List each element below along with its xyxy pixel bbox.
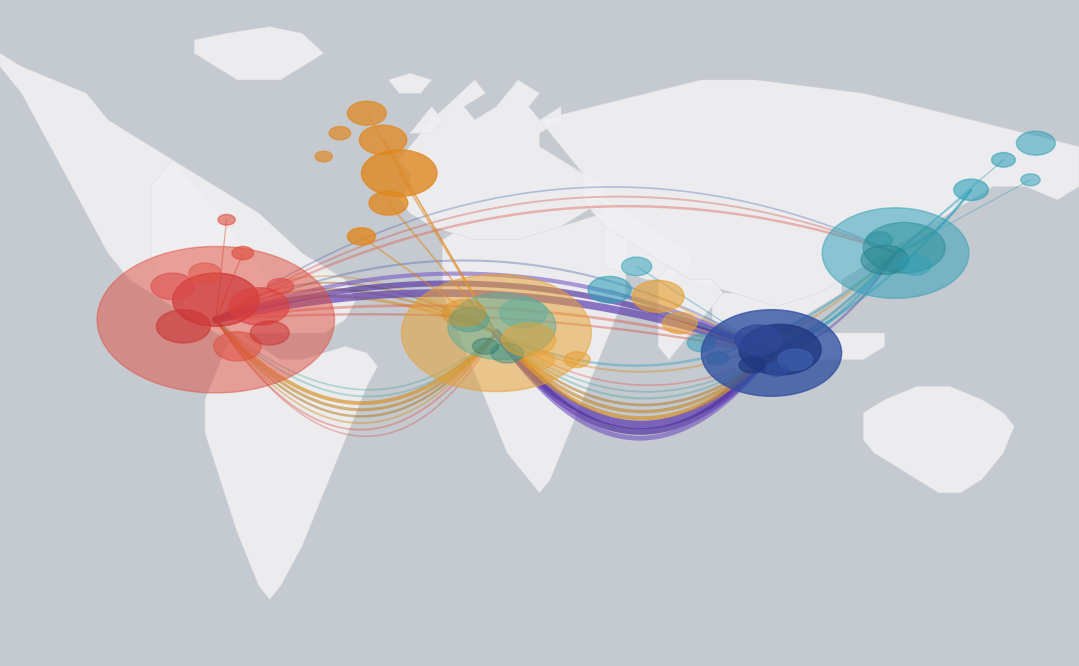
Circle shape [151, 273, 194, 300]
Polygon shape [151, 160, 356, 333]
Circle shape [735, 325, 782, 354]
Circle shape [866, 232, 892, 248]
Circle shape [632, 280, 684, 312]
Circle shape [268, 278, 293, 294]
Polygon shape [410, 107, 442, 133]
Polygon shape [604, 200, 691, 280]
Circle shape [218, 214, 235, 225]
Polygon shape [399, 80, 604, 240]
Circle shape [564, 352, 590, 368]
Circle shape [229, 288, 289, 325]
Circle shape [173, 273, 259, 326]
Circle shape [189, 263, 221, 283]
Circle shape [359, 125, 407, 155]
Circle shape [899, 255, 931, 275]
Polygon shape [205, 333, 378, 599]
Circle shape [1021, 174, 1040, 186]
Polygon shape [540, 80, 1079, 306]
Circle shape [232, 246, 254, 260]
Circle shape [707, 352, 728, 365]
Circle shape [401, 274, 591, 392]
Circle shape [369, 191, 408, 215]
Circle shape [701, 310, 842, 396]
Circle shape [622, 257, 652, 276]
Circle shape [778, 349, 812, 370]
Polygon shape [658, 266, 723, 360]
Circle shape [861, 245, 909, 274]
Circle shape [863, 222, 945, 273]
Circle shape [448, 293, 556, 360]
Circle shape [822, 208, 969, 298]
Circle shape [473, 338, 498, 354]
Polygon shape [442, 213, 626, 493]
Circle shape [329, 127, 351, 140]
Circle shape [214, 332, 261, 361]
Circle shape [954, 179, 988, 200]
Circle shape [992, 153, 1015, 167]
Circle shape [347, 228, 375, 245]
Circle shape [524, 350, 555, 369]
Circle shape [1016, 131, 1055, 155]
Circle shape [766, 363, 788, 376]
Circle shape [450, 308, 489, 332]
Polygon shape [766, 333, 885, 360]
Circle shape [315, 151, 332, 162]
Polygon shape [194, 27, 324, 80]
Circle shape [687, 334, 715, 352]
Circle shape [442, 300, 486, 326]
Circle shape [250, 321, 289, 345]
Circle shape [588, 276, 631, 303]
Circle shape [97, 246, 334, 393]
Circle shape [491, 343, 523, 363]
Circle shape [739, 357, 765, 373]
Circle shape [663, 312, 697, 334]
Circle shape [739, 324, 821, 375]
Circle shape [502, 323, 556, 356]
Circle shape [500, 298, 547, 328]
Polygon shape [388, 73, 432, 93]
Circle shape [361, 150, 437, 196]
Circle shape [347, 101, 386, 125]
Polygon shape [712, 280, 842, 333]
Polygon shape [863, 226, 885, 253]
Circle shape [156, 310, 210, 343]
Polygon shape [863, 386, 1014, 493]
Polygon shape [0, 53, 270, 346]
